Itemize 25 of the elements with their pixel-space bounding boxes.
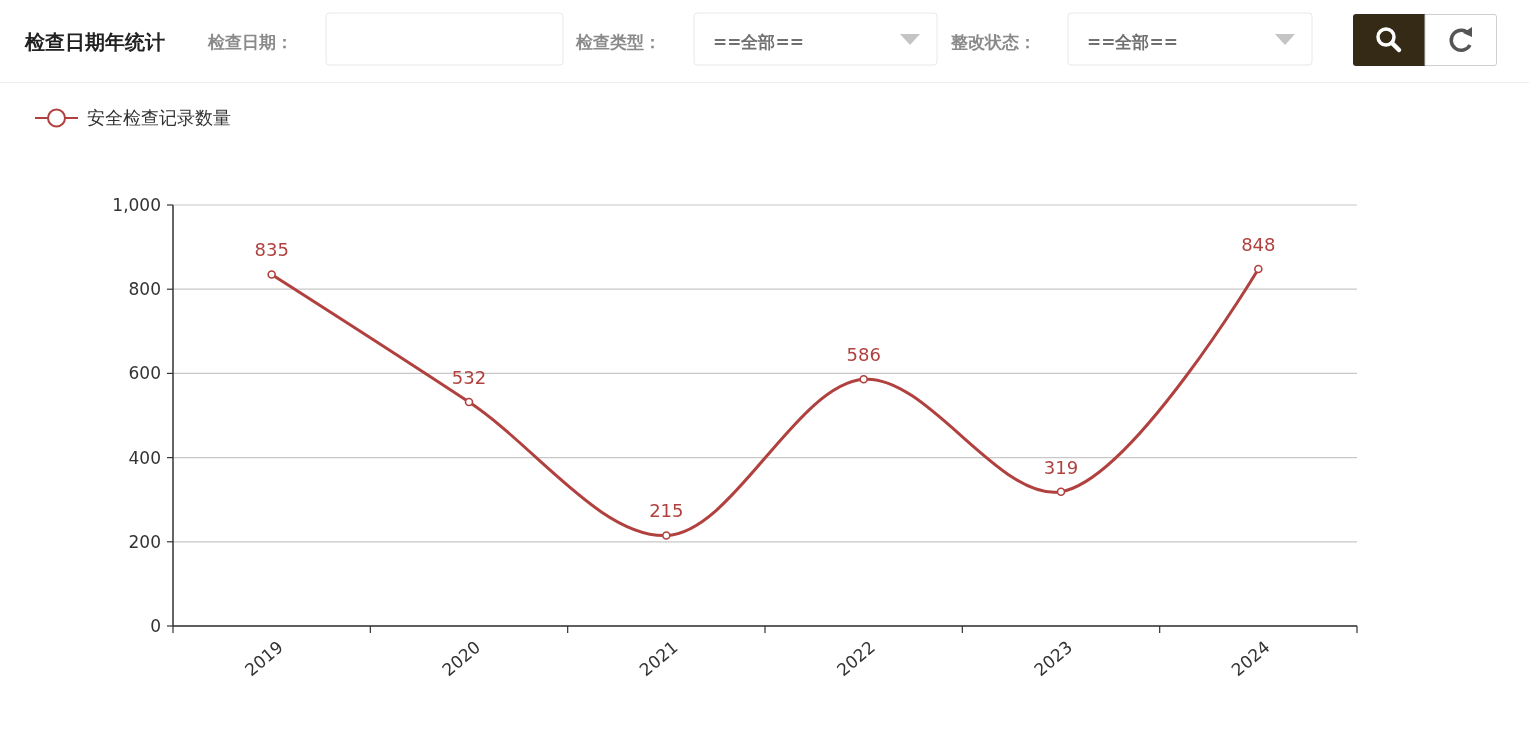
y-tick-label: 400 — [128, 447, 161, 468]
y-tick-label: 800 — [128, 279, 161, 300]
point — [859, 374, 868, 384]
text: 整改状态： — [950, 32, 1036, 52]
point — [267, 270, 276, 279]
chart-title: 检查日期年统计 — [24, 30, 165, 54]
data-label: 586 — [846, 344, 881, 366]
data-label: 848 — [1241, 233, 1276, 255]
y-tick-label: 200 — [128, 531, 161, 552]
point — [662, 531, 671, 540]
data-label: 215 — [649, 500, 684, 522]
y-tick-label: 0 — [150, 615, 161, 636]
point — [1254, 264, 1263, 274]
point — [1056, 487, 1066, 496]
y-tick-label: 600 — [128, 363, 161, 384]
text: ==全部== — [1087, 32, 1178, 52]
y-tick-label: 1,000 — [112, 194, 161, 215]
data-label: 835 — [254, 239, 289, 261]
text: ==全部== — [713, 32, 804, 52]
point — [464, 397, 474, 407]
text: 检查日期： — [207, 32, 293, 52]
data-label: 319 — [1043, 456, 1079, 478]
legend-label: 安全检查记录数量 — [87, 107, 231, 129]
data-label: 532 — [451, 367, 487, 389]
text: 检查类型： — [575, 32, 661, 52]
